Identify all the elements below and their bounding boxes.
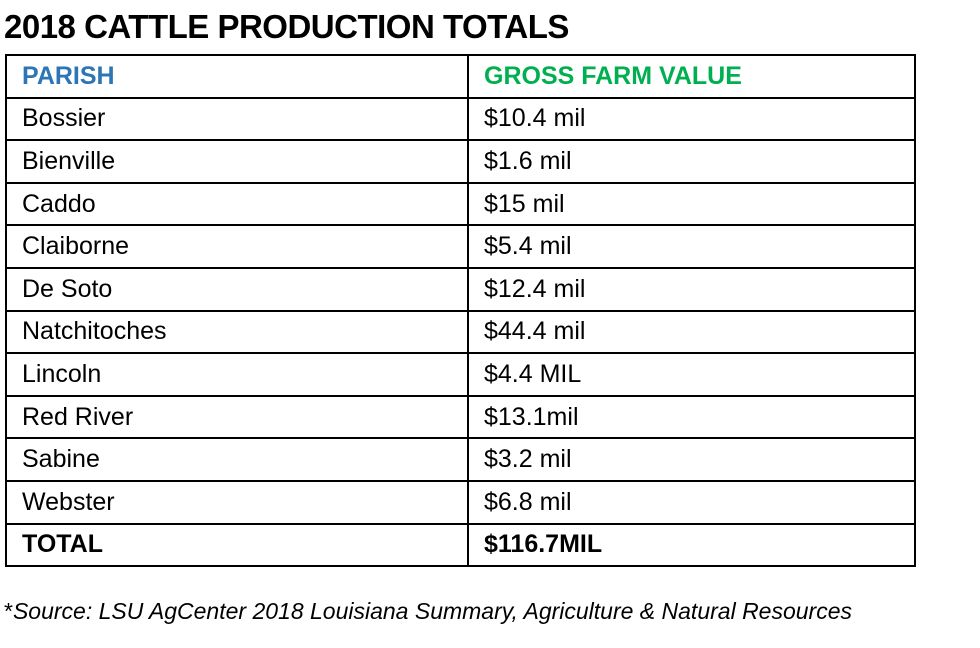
parish-cell: Lincoln bbox=[5, 352, 469, 397]
source-note: *Source: LSU AgCenter 2018 Louisiana Sum… bbox=[4, 598, 852, 625]
value-cell: $6.8 mil bbox=[467, 479, 916, 525]
parish-cell: Red River bbox=[5, 394, 469, 440]
column-header: GROSS FARM VALUE bbox=[467, 54, 916, 99]
table: PARISH GROSS FARM VALUE Bossier $10.4 mil… bbox=[5, 54, 916, 568]
table-row: Natchitoches $44.4 mil bbox=[5, 309, 916, 355]
table-row: Claiborne $5.4 mil bbox=[5, 224, 916, 269]
value-cell: $13.1mil bbox=[467, 394, 916, 440]
table-row: Bienville $1.6 mil bbox=[5, 139, 916, 184]
value-cell: $3.2 mil bbox=[467, 437, 916, 482]
value-cell: $44.4 mil bbox=[467, 309, 916, 355]
value-cell: $10.4 mil bbox=[467, 96, 916, 142]
value-cell: $12.4 mil bbox=[467, 266, 916, 312]
table-row: De Soto $12.4 mil bbox=[5, 266, 916, 312]
total-label: TOTAL bbox=[5, 522, 469, 568]
value-cell: $15 mil bbox=[467, 181, 916, 227]
total-value: $116.7MIL bbox=[467, 522, 916, 568]
parish-cell: Sabine bbox=[5, 437, 469, 482]
column-header: PARISH bbox=[5, 54, 469, 99]
parish-cell: Claiborne bbox=[5, 224, 469, 269]
parish-cell: Bossier bbox=[5, 96, 469, 142]
table-row: Webster $6.8 mil bbox=[5, 479, 916, 525]
table-row: Red River $13.1mil bbox=[5, 394, 916, 440]
table-row: Bossier $10.4 mil bbox=[5, 96, 916, 142]
header-row: PARISH GROSS FARM VALUE bbox=[5, 54, 916, 99]
note-marker: * bbox=[4, 598, 13, 624]
value-cell: $1.6 mil bbox=[467, 139, 916, 184]
parish-cell: Natchitoches bbox=[5, 309, 469, 355]
value-cell: $4.4 MIL bbox=[467, 352, 916, 397]
note-text: Source: LSU AgCenter 2018 Louisiana Summ… bbox=[12, 598, 853, 624]
value-cell: $5.4 mil bbox=[467, 224, 916, 269]
parish-cell: Bienville bbox=[5, 139, 469, 184]
title: 2018 CATTLE PRODUCTION TOTALS bbox=[4, 8, 569, 45]
table-row: Lincoln $4.4 MIL bbox=[5, 352, 916, 397]
table-row: Caddo $15 mil bbox=[5, 181, 916, 227]
parish-cell: Caddo bbox=[5, 181, 469, 227]
parish-cell: De Soto bbox=[5, 266, 469, 312]
table-body: Bossier $10.4 mil Bienville $1.6 mil Caddo $1… bbox=[5, 96, 916, 525]
parish-cell: Webster bbox=[5, 479, 469, 525]
total-row: TOTAL $116.7MIL bbox=[5, 522, 916, 568]
table-row: Sabine $3.2 mil bbox=[5, 437, 916, 482]
